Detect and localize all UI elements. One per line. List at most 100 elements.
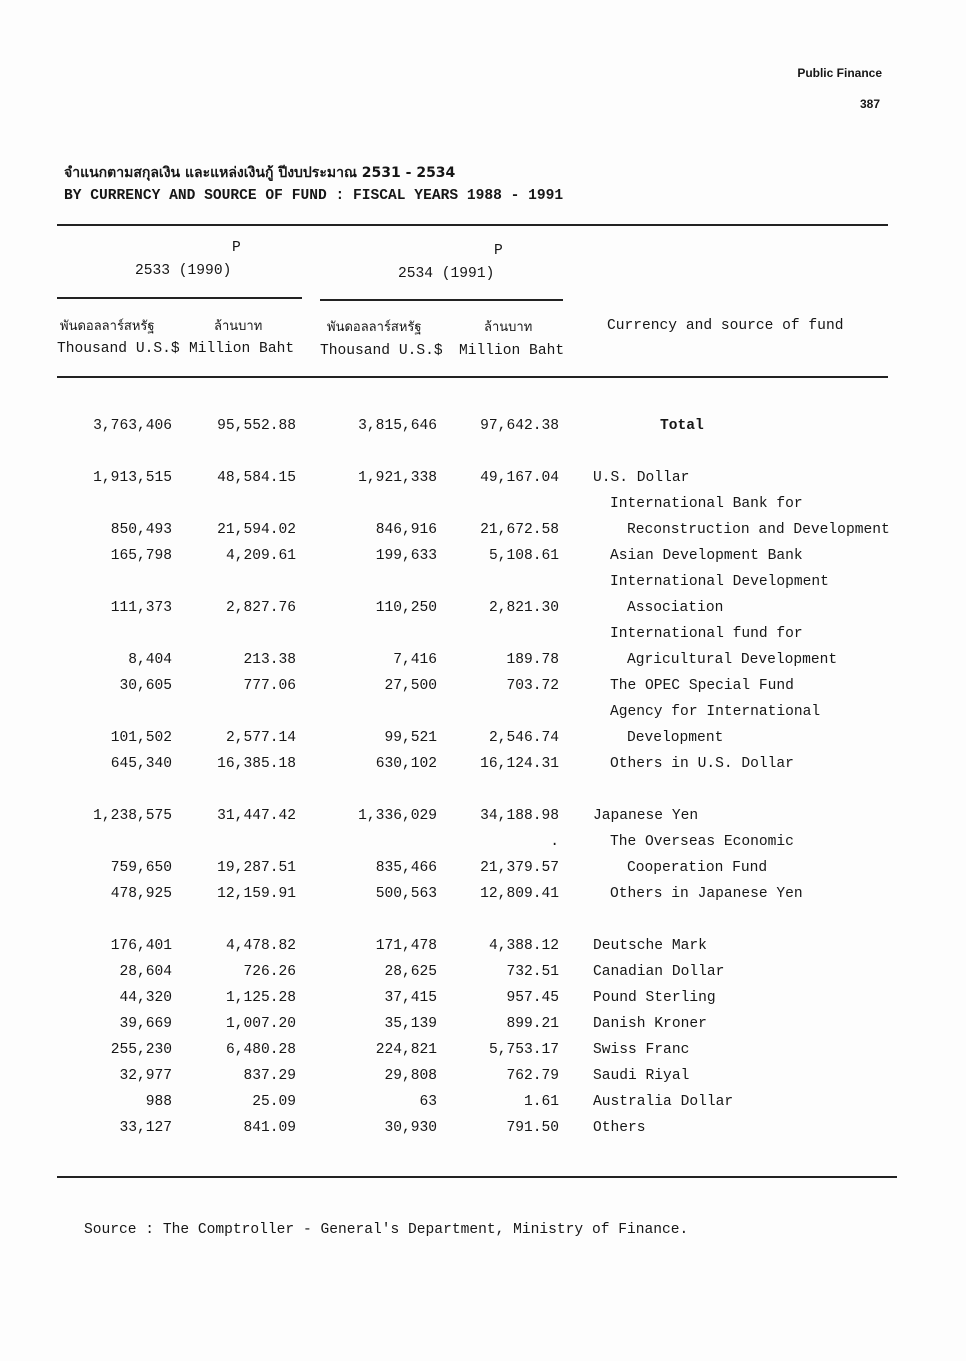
cell-col1: 3,763,406 — [93, 418, 172, 434]
cell-col4: 703.72 — [506, 678, 559, 694]
title-english: BY CURRENCY AND SOURCE OF FUND : FISCAL … — [64, 188, 564, 204]
cell-col3: 630,102 — [375, 756, 437, 772]
row-label: Pound Sterling — [593, 990, 716, 1006]
source-note: Source : The Comptroller - General's Dep… — [84, 1222, 689, 1238]
row-label: Agricultural Development — [627, 652, 838, 668]
cell-col2: 19,287.51 — [217, 860, 296, 876]
year2-mark: P — [494, 243, 503, 259]
year1-mark: P — [232, 240, 241, 256]
cell-col2: 25.09 — [252, 1094, 296, 1110]
row-label: Agency for International — [610, 704, 821, 720]
cell-col1: 988 — [145, 1094, 172, 1110]
col4-thai: ล้านบาท — [484, 320, 533, 335]
col3-thai: พันดอลลาร์สหรัฐ — [327, 320, 422, 335]
cell-col4: 34,188.98 — [480, 808, 559, 824]
col3-header: Thousand U.S.$ — [320, 343, 443, 359]
year2-underline — [320, 299, 563, 301]
cell-col2: 12,159.91 — [217, 886, 296, 902]
row-label: The OPEC Special Fund — [610, 678, 794, 694]
cell-col2: 31,447.42 — [217, 808, 296, 824]
cell-col4: 21,379.57 — [480, 860, 559, 876]
row-label: Canadian Dollar — [593, 964, 725, 980]
cell-col2: 1,125.28 — [225, 990, 296, 1006]
row-label: International fund for — [610, 626, 803, 642]
cell-col2: 4,209.61 — [225, 548, 296, 564]
cell-col3: 63 — [419, 1094, 437, 1110]
cell-col2: 726.26 — [243, 964, 296, 980]
top-rule — [57, 224, 888, 226]
cell-col1: 8,404 — [128, 652, 172, 668]
cell-col4: 5,753.17 — [488, 1042, 559, 1058]
cell-col4: 16,124.31 — [480, 756, 559, 772]
cell-col1: 30,605 — [119, 678, 172, 694]
row-label: Japanese Yen — [593, 808, 699, 824]
cell-col4: 4,388.12 — [488, 938, 559, 954]
header-rule — [57, 376, 888, 378]
cell-col1: 176,401 — [110, 938, 172, 954]
col1-thai: พันดอลลาร์สหรัฐ — [60, 319, 155, 334]
cell-col3: 28,625 — [384, 964, 437, 980]
cell-col2: 95,552.88 — [217, 418, 296, 434]
cell-col4: 791.50 — [506, 1120, 559, 1136]
cell-col3: 1,921,338 — [358, 470, 437, 486]
cell-col4: 189.78 — [506, 652, 559, 668]
row-label: Reconstruction and Development — [627, 522, 890, 538]
cell-col3: 110,250 — [375, 600, 437, 616]
cell-col1: 28,604 — [119, 964, 172, 980]
cell-col1: 39,669 — [119, 1016, 172, 1032]
cell-col1: 759,650 — [110, 860, 172, 876]
cell-col1: 165,798 — [110, 548, 172, 564]
row-label: International Development — [610, 574, 829, 590]
cell-col4: 732.51 — [506, 964, 559, 980]
cell-col2: 48,584.15 — [217, 470, 296, 486]
row-label: Deutsche Mark — [593, 938, 707, 954]
row-label: Others — [593, 1120, 646, 1136]
row-label: Swiss Franc — [593, 1042, 690, 1058]
cell-col2: 841.09 — [243, 1120, 296, 1136]
cell-col1: 44,320 — [119, 990, 172, 1006]
row-label: Cooperation Fund — [627, 860, 768, 876]
cell-col2: 1,007.20 — [225, 1016, 296, 1032]
cell-col3: 99,521 — [384, 730, 437, 746]
cell-col4: 49,167.04 — [480, 470, 559, 486]
cell-col3: 199,633 — [375, 548, 437, 564]
cell-col4: 2,546.74 — [488, 730, 559, 746]
cell-col4: 1.61 — [523, 1094, 559, 1110]
cell-col3: 171,478 — [375, 938, 437, 954]
cell-col1: 255,230 — [110, 1042, 172, 1058]
page-number: 387 — [859, 97, 880, 111]
cell-col3: 846,916 — [375, 522, 437, 538]
cell-col3: 3,815,646 — [358, 418, 437, 434]
cell-col3: 500,563 — [375, 886, 437, 902]
cell-col1: 32,977 — [119, 1068, 172, 1084]
cell-col4: 12,809.41 — [480, 886, 559, 902]
col2-thai: ล้านบาท — [214, 319, 263, 334]
cell-col3: 224,821 — [375, 1042, 437, 1058]
cell-col4: 762.79 — [506, 1068, 559, 1084]
cell-col2: 4,478.82 — [225, 938, 296, 954]
cell-col4: 97,642.38 — [480, 418, 559, 434]
cell-col1: 33,127 — [119, 1120, 172, 1136]
cell-col1: 1,238,575 — [93, 808, 172, 824]
section-header: Public Finance — [797, 66, 882, 80]
cell-col3: 7,416 — [393, 652, 437, 668]
cell-col4: 957.45 — [506, 990, 559, 1006]
year1-underline — [57, 297, 302, 299]
total-label: Total — [660, 418, 704, 434]
row-label: Development — [627, 730, 724, 746]
year1-label: 2533 (1990) — [135, 263, 232, 279]
col4-header: Million Baht — [459, 343, 565, 359]
cell-col2: 2,577.14 — [225, 730, 296, 746]
cell-col1: 478,925 — [110, 886, 172, 902]
title-thai: จำแนกตามสกุลเงิน และแหล่งเงินกู้ ปีงบประ… — [64, 165, 456, 181]
row-label: Saudi Riyal — [593, 1068, 690, 1084]
row-label: International Bank for — [610, 496, 803, 512]
label-column-header: Currency and source of fund — [607, 318, 844, 334]
cell-col1: 850,493 — [110, 522, 172, 538]
cell-col3: 835,466 — [375, 860, 437, 876]
cell-col4: 899.21 — [506, 1016, 559, 1032]
cell-col3: 29,808 — [384, 1068, 437, 1084]
col1-header: Thousand U.S.$ — [57, 341, 180, 357]
cell-col2: 213.38 — [243, 652, 296, 668]
